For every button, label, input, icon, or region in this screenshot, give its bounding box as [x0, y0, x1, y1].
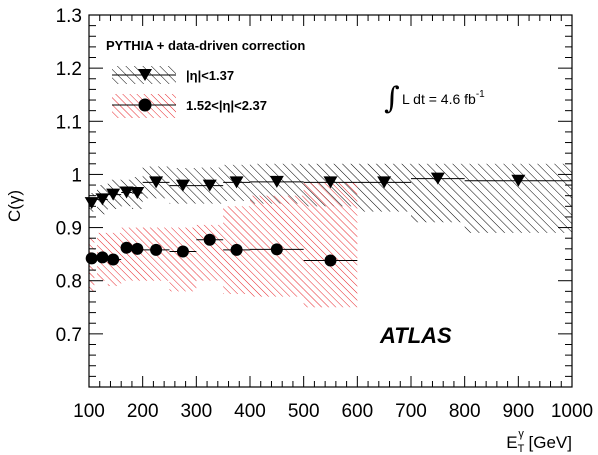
- luminosity-text: L dt = 4.6 fb: [402, 91, 476, 107]
- luminosity-unit-exponent: -1: [476, 89, 485, 100]
- integral-symbol: ∫: [384, 81, 400, 116]
- band-forward-3: [121, 227, 132, 281]
- band-central-12: [411, 163, 465, 223]
- x-axis-label-sub: T: [518, 443, 525, 455]
- point-central-12: [430, 172, 445, 185]
- point-central-13: [511, 174, 526, 187]
- point-forward-6: [176, 245, 189, 258]
- legend-entry-forward: 1.52<|η|<2.37: [112, 94, 267, 118]
- ytick-label-1: 0.8: [56, 272, 82, 293]
- plot-frame: [88, 14, 573, 388]
- ytick-label-0: 0.7: [56, 325, 82, 346]
- point-forward-4: [131, 242, 144, 255]
- point-central-10: [323, 176, 338, 189]
- ytick-label-4: 1.1: [56, 112, 82, 133]
- ytick-label-5: 1.2: [56, 59, 82, 80]
- xtick-label-7: 800: [449, 401, 481, 422]
- point-forward-2: [107, 253, 120, 266]
- xtick-label-2: 300: [180, 401, 212, 422]
- legend-swatch-forward-marker: [138, 98, 152, 112]
- axis-ticks: [88, 14, 573, 387]
- xtick-label-3: 400: [234, 401, 266, 422]
- xtick-label-4: 500: [288, 401, 320, 422]
- point-forward-9: [270, 243, 283, 256]
- atlas-label: ATLAS: [379, 323, 452, 348]
- legend-label-forward: 1.52<|η|<2.37: [186, 98, 267, 113]
- band-central-13: [464, 163, 572, 233]
- band-forward-6: [169, 227, 197, 292]
- luminosity-annotation: ∫ L dt = 4.6 fb-1: [384, 81, 485, 116]
- band-forward-7: [196, 224, 224, 281]
- xtick-label-6: 700: [395, 401, 427, 422]
- x-axis-label-unit: [GeV]: [524, 433, 572, 452]
- point-central-3: [119, 186, 134, 199]
- point-central-0: [84, 197, 99, 210]
- y-axis-label: C(γ): [5, 190, 24, 222]
- ytick-label-6: 1.3: [56, 6, 82, 27]
- point-central-7: [202, 179, 217, 192]
- point-central-4: [130, 187, 145, 200]
- point-central-8: [229, 176, 244, 189]
- x-tick-labels: 100 200 300 400 500 600 700 800 900 1000: [73, 401, 593, 422]
- point-central-1: [95, 193, 110, 206]
- ytick-label-3: 1: [71, 165, 82, 186]
- ytick-label-2: 0.9: [56, 219, 82, 240]
- band-forward-10: [303, 182, 358, 308]
- xtick-label-9: 1000: [551, 401, 593, 422]
- point-forward-0: [85, 252, 98, 265]
- legend-label-central: |η|<1.37: [186, 68, 234, 83]
- x-axis-label-sup: γ: [518, 428, 524, 440]
- point-central-6: [175, 179, 190, 192]
- x-axis-label-base: E: [506, 433, 517, 452]
- legend: PYTHIA + data-driven correction |η|<1.37…: [106, 38, 305, 118]
- point-forward-10: [324, 254, 337, 267]
- point-central-9: [269, 175, 284, 188]
- point-forward-5: [150, 243, 163, 256]
- xtick-label-0: 100: [73, 401, 105, 422]
- point-forward-7: [203, 233, 216, 246]
- legend-header: PYTHIA + data-driven correction: [106, 38, 305, 53]
- legend-entry-central: |η|<1.37: [112, 66, 234, 84]
- point-forward-1: [96, 251, 109, 264]
- xtick-label-8: 900: [502, 401, 534, 422]
- point-forward-3: [120, 241, 133, 254]
- xtick-label-1: 200: [127, 401, 159, 422]
- point-central-2: [106, 188, 121, 201]
- point-forward-8: [230, 243, 243, 256]
- xtick-label-5: 600: [341, 401, 373, 422]
- luminosity-label: L dt = 4.6 fb-1: [402, 89, 485, 107]
- point-central-5: [149, 176, 164, 189]
- y-tick-labels: 0.7 0.8 0.9 1 1.1 1.2 1.3: [56, 6, 82, 346]
- point-central-11: [377, 176, 392, 189]
- legend-swatch-central-marker: [138, 69, 152, 81]
- data-markers: [84, 172, 526, 267]
- x-axis-label: ETγ [GeV]: [506, 428, 572, 455]
- band-forward-0: [89, 238, 95, 292]
